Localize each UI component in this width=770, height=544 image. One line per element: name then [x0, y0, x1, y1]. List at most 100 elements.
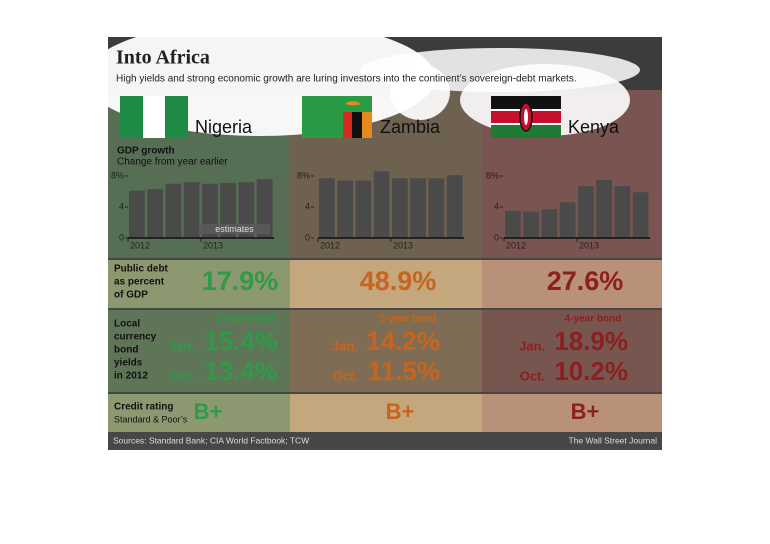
bar — [165, 183, 182, 238]
public-debt: 48.9% — [360, 266, 437, 296]
debt-label: Public debt — [114, 264, 169, 275]
flag-eagle — [345, 101, 361, 106]
rating: B+ — [571, 399, 600, 424]
nigeria-rating — [108, 394, 290, 432]
yields-label: yields — [114, 358, 143, 369]
zambia-yields — [290, 310, 482, 392]
flag-stripe — [120, 96, 143, 138]
yields-label: bond — [114, 345, 138, 356]
jan-label: Jan. — [169, 338, 195, 353]
subtitle: High yields and strong economic growth a… — [116, 74, 577, 85]
bar — [428, 178, 445, 238]
bar — [523, 211, 539, 238]
yields-label: Local — [114, 319, 140, 330]
rating-sublabel: Standard & Poor’s — [114, 414, 188, 424]
x-tick-label: 2012 — [130, 240, 150, 250]
kenya-yields — [482, 310, 662, 392]
x-tick-label: 2012 — [320, 240, 340, 250]
annotation: estimates — [215, 224, 254, 234]
zambia-rating — [290, 394, 482, 432]
bar — [147, 189, 163, 238]
nigeria-yields — [108, 310, 290, 392]
jan-yield: 15.4% — [204, 326, 278, 356]
y-tick-label: 8% — [297, 170, 310, 180]
country-name: Kenya — [568, 117, 620, 137]
debt-label: as percent — [114, 277, 165, 288]
oct-yield: 10.2% — [554, 356, 628, 386]
bar — [446, 175, 463, 238]
kenya-rating — [482, 394, 662, 432]
flag-stripe — [343, 112, 352, 138]
bar — [392, 178, 408, 238]
oct-label: Oct. — [333, 368, 358, 383]
bar — [505, 210, 521, 238]
bond-term: 5-year bond — [217, 314, 274, 325]
jan-label: Jan. — [332, 338, 358, 353]
flag-nigeria — [120, 96, 188, 138]
flag-stripe — [362, 112, 372, 138]
bar — [319, 178, 335, 238]
yields-label: currency — [114, 332, 157, 343]
jan-label: Jan. — [519, 338, 545, 353]
x-tick-label: 2012 — [506, 240, 526, 250]
title: Into Africa — [116, 47, 210, 69]
source: Sources: Standard Bank; CIA World Factbo… — [113, 435, 309, 445]
public-debt: 17.9% — [202, 266, 279, 296]
rating-label: Credit rating — [114, 402, 173, 413]
flag-zambia — [302, 96, 372, 138]
bar — [355, 180, 372, 238]
bond-term: 5-year bond — [380, 314, 437, 325]
bond-term: 4-year bond — [565, 314, 622, 325]
flag-kenya — [491, 96, 561, 138]
y-tick-label: 8% — [111, 170, 124, 180]
cloud — [360, 48, 640, 92]
x-tick-label: 2013 — [393, 240, 413, 250]
public-debt: 27.6% — [547, 266, 624, 296]
y-tick-label: 8% — [486, 170, 499, 180]
bar — [596, 179, 612, 238]
oct-label: Oct. — [520, 368, 545, 383]
flag-stripe — [352, 112, 362, 138]
gdp-label: GDP growth — [117, 146, 175, 157]
y-tick-label: 4 — [494, 201, 499, 211]
gdp-sublabel: Change from year earlier — [117, 157, 228, 168]
y-tick-label: 4 — [305, 201, 310, 211]
country-name: Nigeria — [195, 117, 253, 137]
credit: The Wall Street Journal — [569, 435, 658, 445]
bar — [373, 171, 390, 238]
flag-stripe — [165, 96, 188, 138]
oct-yield: 11.5% — [368, 356, 440, 386]
jan-yield: 18.9% — [554, 326, 628, 356]
jan-yield: 14.2% — [366, 326, 440, 356]
y-tick-label: 0 — [494, 232, 499, 242]
bar — [614, 186, 631, 238]
zambia-debt — [290, 260, 482, 308]
y-tick-label: 4 — [119, 201, 124, 211]
rating: B+ — [386, 399, 415, 424]
country-name: Zambia — [380, 117, 441, 137]
x-tick-label: 2013 — [203, 240, 223, 250]
debt-label: of GDP — [114, 290, 148, 301]
annotation-box — [199, 224, 270, 234]
rating: B+ — [194, 399, 223, 424]
bar — [256, 179, 273, 238]
flag-stripe — [143, 96, 165, 138]
x-tick-label: 2013 — [579, 240, 599, 250]
kenya-debt — [482, 260, 662, 308]
bar — [410, 178, 426, 238]
flag-shield-detail — [524, 109, 528, 125]
oct-label: Oct. — [170, 368, 195, 383]
bar — [337, 180, 353, 238]
bar — [129, 190, 145, 238]
bar — [183, 182, 200, 238]
bar — [632, 192, 649, 238]
y-tick-label: 0 — [119, 232, 124, 242]
oct-yield: 13.4% — [204, 356, 278, 386]
bar — [578, 186, 594, 238]
bar — [541, 209, 558, 238]
nigeria-debt — [108, 260, 290, 308]
y-tick-label: 0 — [305, 232, 310, 242]
yields-label: in 2012 — [114, 371, 148, 382]
bar — [559, 202, 576, 238]
